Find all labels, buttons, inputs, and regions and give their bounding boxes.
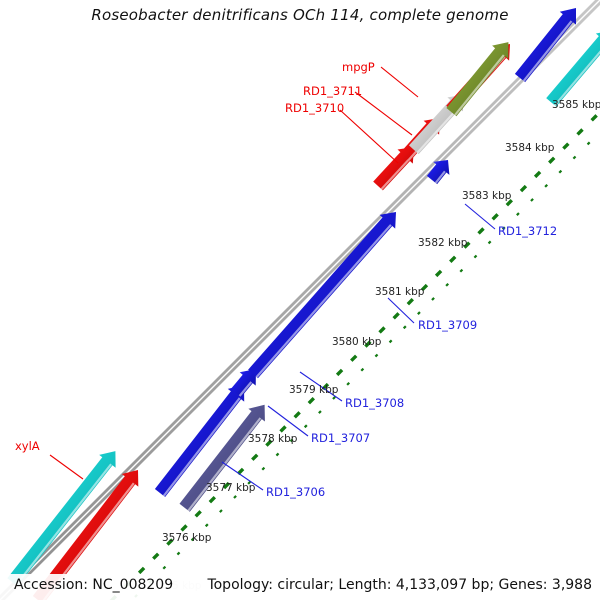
gene-arrow[interactable] — [154, 385, 245, 497]
gene-label-layer[interactable]: mpgP RD1_3711 RD1_3710 RD1_3712 RD1_3709 RD1_… — [15, 60, 557, 499]
label-leader-line — [49, 454, 84, 480]
label-leader-line — [339, 109, 399, 164]
gene-arrow-highlight — [553, 50, 600, 107]
gene-arrow-highlight — [522, 20, 573, 82]
gene-arrow[interactable] — [426, 160, 450, 185]
gene-arrow[interactable] — [248, 212, 396, 379]
gene-arrow-highlight — [187, 417, 262, 512]
ruler-tick-label: 3582 kbp — [418, 237, 468, 249]
label-leader-line — [464, 203, 496, 230]
gene-label[interactable]: RD1_3712 — [498, 224, 557, 238]
gene-arrow-highlight — [416, 106, 460, 154]
status-bar: Accession: NC_008209 Topology: circular;… — [0, 574, 600, 600]
ruler-tick-label: 3581 kbp — [375, 286, 425, 298]
genome-summary-label: Topology: circular; Length: 4,133,097 bp… — [207, 577, 592, 593]
gene-arrow-highlight — [454, 54, 505, 116]
gene-label[interactable]: RD1_3708 — [345, 396, 404, 410]
gene-arrow[interactable] — [446, 42, 509, 117]
gene-label[interactable]: mpgP — [342, 60, 375, 74]
gene-arrow-highlight — [162, 397, 241, 497]
label-leader-line — [380, 66, 419, 98]
gene-arrow-layer[interactable] — [7, 8, 600, 600]
ruler-tick-label: 3578 kbp — [248, 433, 298, 445]
ruler-tick-label: 3579 kbp — [289, 384, 339, 396]
gene-arrow[interactable] — [373, 147, 414, 191]
gene-arrow-highlight — [238, 381, 253, 397]
gene-arrow[interactable] — [514, 8, 576, 83]
gene-arrow[interactable] — [231, 369, 256, 398]
accession-label: Accession: NC_008209 — [14, 577, 174, 593]
gene-label[interactable]: RD1_3709 — [418, 318, 477, 332]
label-leader-line — [387, 297, 415, 324]
gene-arrow-highlight — [15, 463, 112, 586]
label-leader-layer — [49, 66, 496, 491]
ruler-tick-label: 3583 kbp — [462, 190, 512, 202]
ruler-tick-label: 3580 kbp — [332, 336, 382, 348]
gene-label[interactable]: RD1_3707 — [311, 431, 370, 445]
gene-arrow[interactable] — [7, 451, 116, 587]
gene-label[interactable]: RD1_3706 — [266, 485, 325, 499]
ruler-tick-label: 3585 kbp — [552, 99, 600, 111]
ruler-tick-label: 3576 kbp — [162, 532, 212, 544]
gene-arrow-highlight — [380, 158, 410, 190]
gene-arrow-highlight — [255, 224, 392, 378]
gene-arrow[interactable] — [179, 404, 265, 512]
label-leader-line — [354, 91, 413, 136]
gene-label[interactable]: RD1_3710 — [285, 101, 344, 115]
ruler-tick-label: 3577 kbp — [206, 482, 256, 494]
gene-label[interactable]: xylA — [15, 439, 40, 453]
gene-arrow[interactable] — [546, 30, 600, 107]
label-leader-line — [299, 371, 343, 402]
ruler-track — [109, 109, 600, 600]
gene-arrow-highlight — [434, 170, 446, 184]
label-leader-line — [221, 461, 264, 491]
gene-label[interactable]: RD1_3711 — [303, 84, 362, 98]
ruler-tick-label: 3584 kbp — [505, 142, 555, 154]
label-leader-line — [267, 405, 309, 437]
